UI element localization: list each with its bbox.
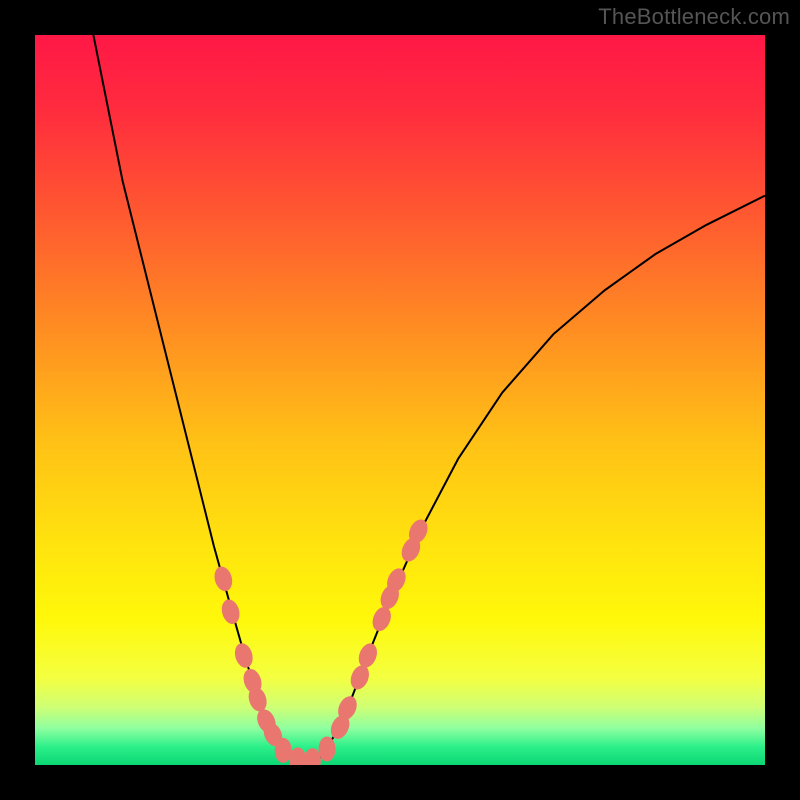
bottleneck-chart (0, 0, 800, 800)
gradient-background (35, 35, 765, 765)
curve-marker (275, 738, 292, 763)
curve-marker (319, 736, 336, 761)
watermark-text: TheBottleneck.com (598, 4, 790, 30)
